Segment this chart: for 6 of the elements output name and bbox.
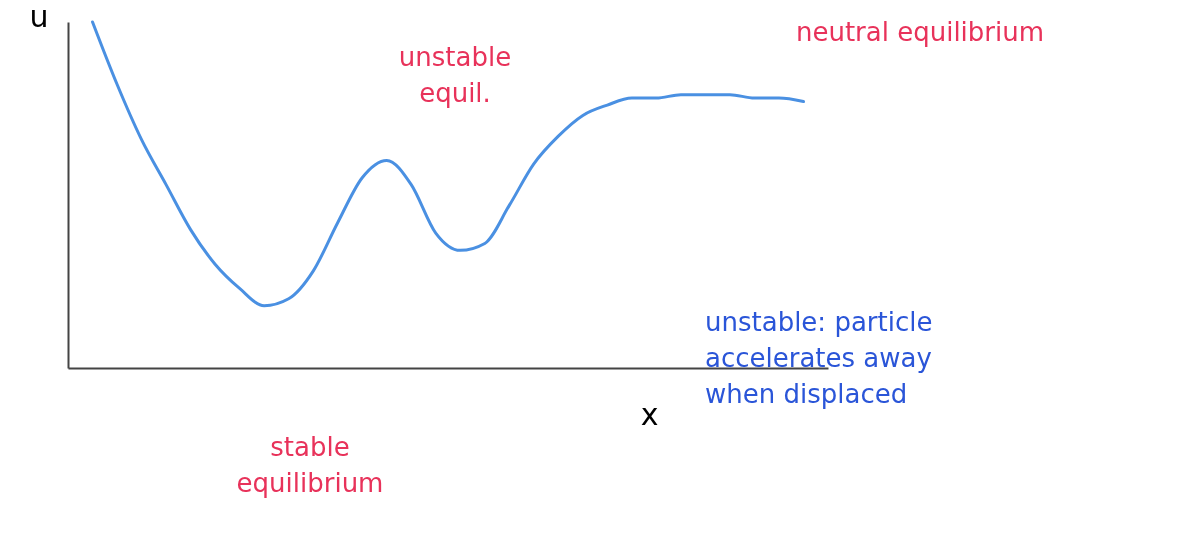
annotation: unstable: particle accelerates away when displaced <box>705 307 933 409</box>
x-axis-title: x <box>640 396 659 432</box>
annotation: unstable equil. <box>398 42 512 108</box>
annotation: neutral equilibrium <box>795 17 1045 47</box>
y-axis-title: u <box>29 0 49 34</box>
text: stable equilibrium <box>236 432 384 498</box>
